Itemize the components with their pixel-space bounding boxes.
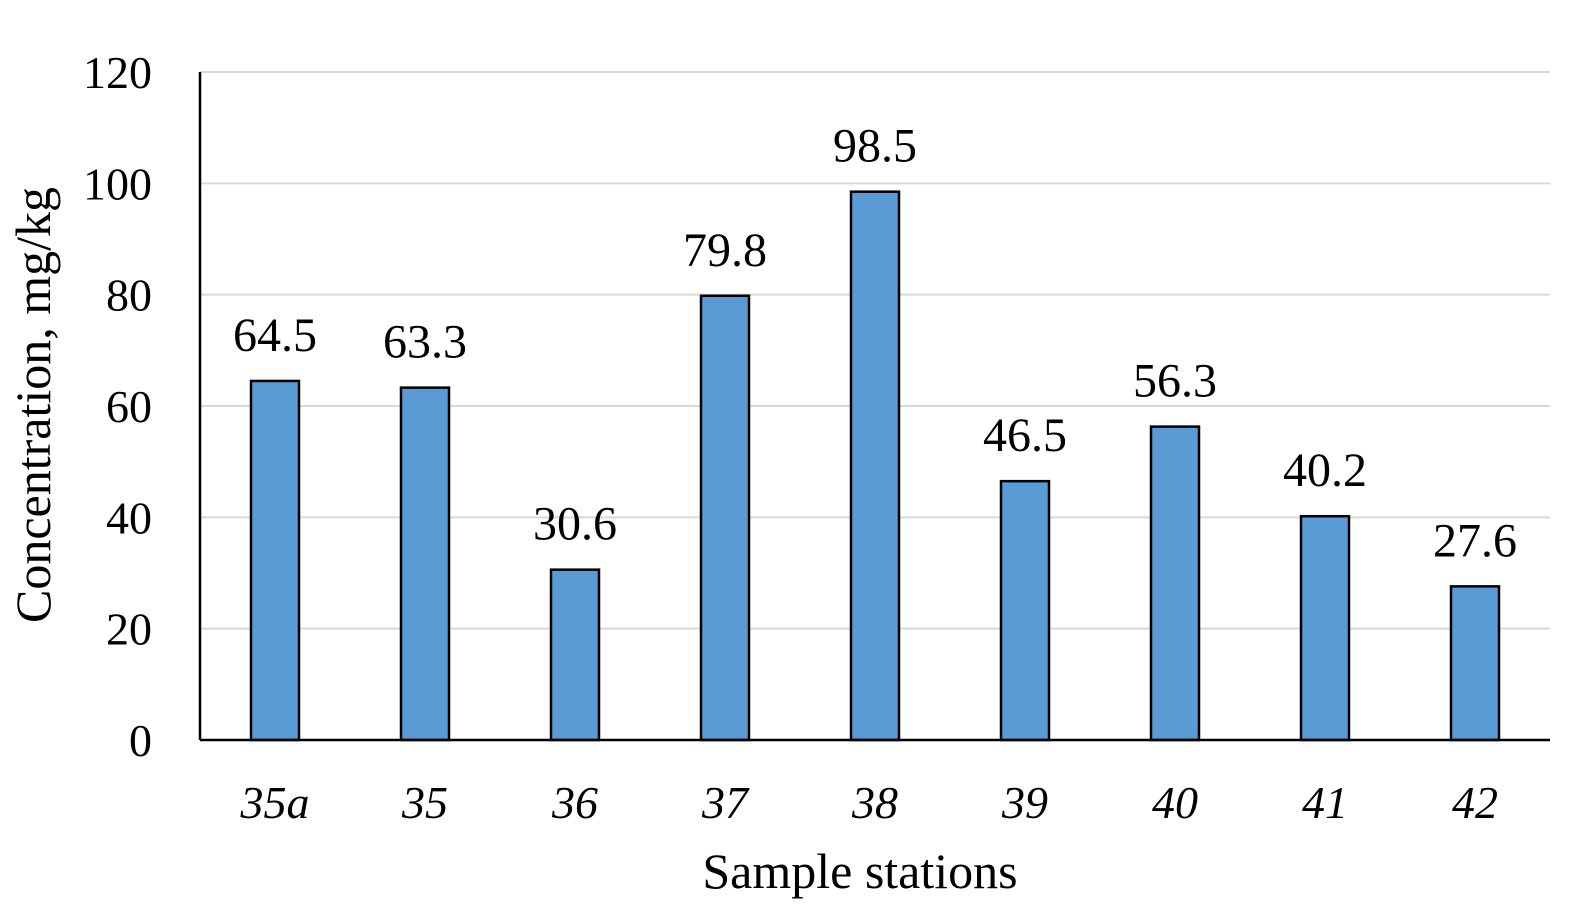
data-label-37: 79.8 [683,224,767,277]
data-label-35: 63.3 [383,316,467,369]
x-category-label-36: 36 [551,777,598,828]
bar-41 [1299,514,1351,742]
data-label-42: 27.6 [1433,514,1517,567]
x-axis-title: Sample stations [702,843,1017,899]
bar-36 [549,568,601,742]
bar-35 [399,386,451,742]
x-category-label-39: 39 [1001,777,1048,828]
bar-37 [699,294,751,742]
bar-39 [999,479,1051,742]
data-label-40: 56.3 [1133,355,1217,408]
y-tick-label: 40 [106,492,152,543]
y-axis-title: Concentration, mg/kg [5,187,61,623]
x-axis-categories: 35a 35 36 37 38 39 40 41 42 [240,777,1499,828]
y-tick-label: 60 [106,381,152,432]
x-category-label-41: 41 [1302,777,1348,828]
y-tick-label: 20 [106,604,152,655]
x-category-label-35: 35 [401,777,448,828]
bar-42 [1449,585,1501,742]
bar-35a [249,379,301,742]
y-tick-label: 0 [129,715,152,766]
bars [249,190,1501,742]
data-labels: 64.5 63.3 30.6 79.8 98.5 46.5 56.3 40.2 27.6 [233,120,1517,568]
data-label-36: 30.6 [533,498,617,551]
y-tick-label: 80 [106,270,152,321]
data-label-38: 98.5 [833,120,917,173]
bar-40 [1149,425,1201,742]
y-tick-label: 100 [83,158,152,209]
y-tick-label: 120 [83,47,152,98]
data-label-39: 46.5 [983,409,1067,462]
data-label-41: 40.2 [1283,444,1367,497]
data-label-35a: 64.5 [233,309,317,362]
bar-38 [849,190,901,742]
x-category-label-37: 37 [701,777,750,828]
x-category-label-40: 40 [1152,777,1198,828]
y-axis-ticks: 0 20 40 60 80 100 120 [83,47,152,766]
x-category-label-38: 38 [851,777,898,828]
x-category-label-35a: 35a [240,777,310,828]
x-category-label-42: 42 [1452,777,1498,828]
